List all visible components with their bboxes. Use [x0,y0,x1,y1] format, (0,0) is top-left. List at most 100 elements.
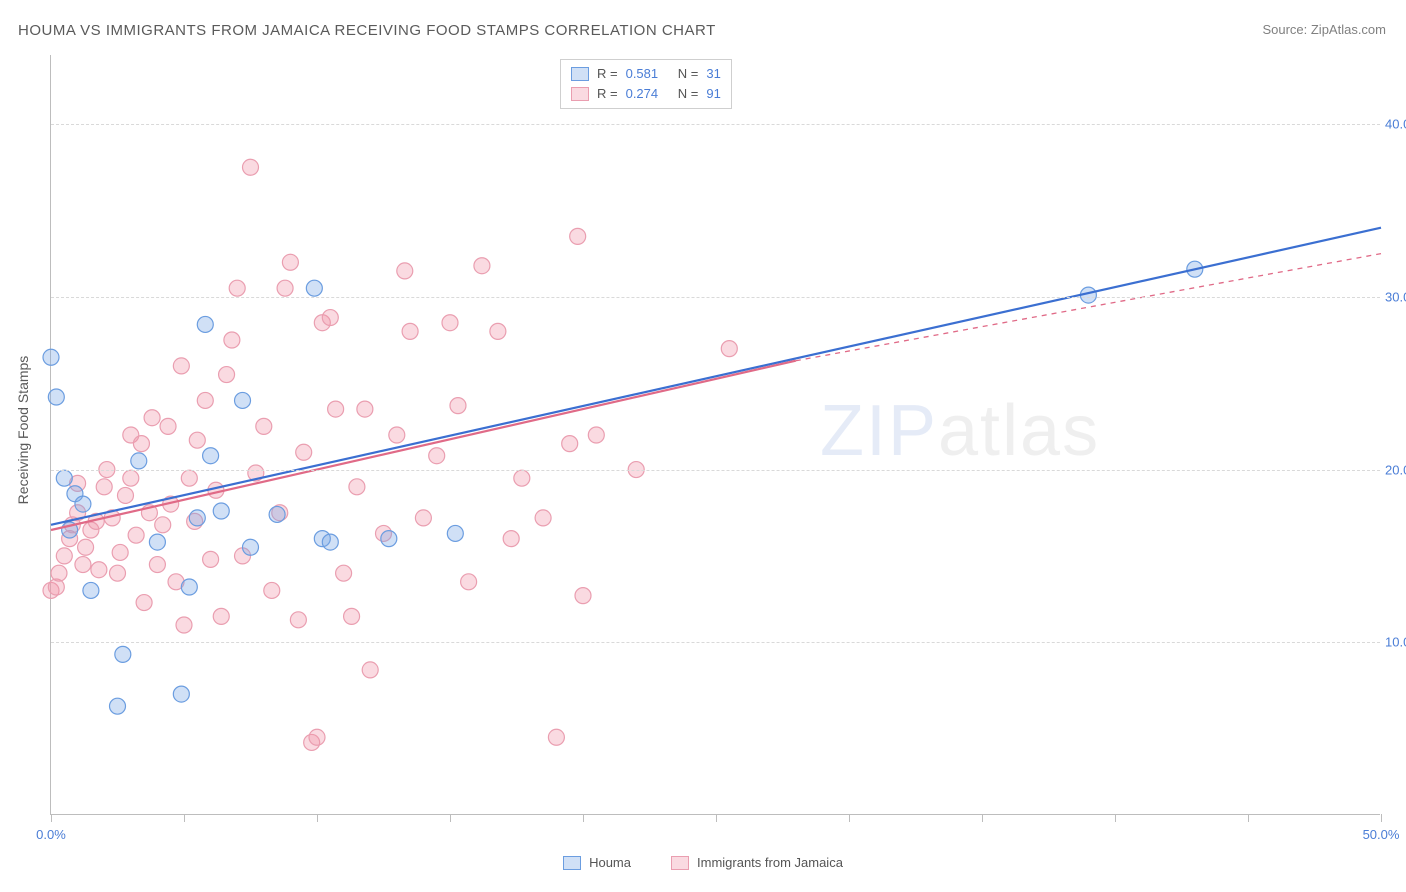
legend-series: Houma Immigrants from Jamaica [0,855,1406,870]
data-point [322,534,338,550]
data-point [51,565,67,581]
data-point [203,551,219,567]
data-point [48,389,64,405]
data-point [362,662,378,678]
swatch-houma-icon [563,856,581,870]
legend-correlation: R = 0.581 N = 31 R = 0.274 N = 91 [560,59,732,109]
data-point [213,503,229,519]
gridline [51,470,1380,471]
x-tick [450,814,451,822]
n-value-jamaica: 91 [706,84,720,104]
data-point [131,453,147,469]
data-point [229,280,245,296]
data-point [415,510,431,526]
x-tick [982,814,983,822]
data-point [336,565,352,581]
x-tick [317,814,318,822]
data-point [503,531,519,547]
source-prefix: Source: [1262,22,1310,37]
r-label: R = [597,64,618,84]
data-point [309,729,325,745]
data-point [123,470,139,486]
r-value-houma: 0.581 [626,64,659,84]
x-tick [184,814,185,822]
data-point [575,588,591,604]
data-point [56,470,72,486]
data-point [110,698,126,714]
plot-area: 10.0%20.0%30.0%40.0%0.0%50.0% [50,55,1380,815]
data-point [447,525,463,541]
data-point [282,254,298,270]
gridline [51,297,1380,298]
data-point [128,527,144,543]
data-point [173,358,189,374]
data-point [78,539,94,555]
data-point [588,427,604,443]
data-point [256,418,272,434]
data-point [442,315,458,331]
data-point [490,323,506,339]
data-point [535,510,551,526]
data-point [43,349,59,365]
data-point [264,582,280,598]
data-point [110,565,126,581]
data-point [570,228,586,244]
x-tick [1248,814,1249,822]
data-point [306,280,322,296]
data-point [721,341,737,357]
data-point [290,612,306,628]
r-label: R = [597,84,618,104]
gridline [51,124,1380,125]
data-point [112,544,128,560]
data-point [213,608,229,624]
legend-item-houma: Houma [563,855,631,870]
source-label: Source: ZipAtlas.com [1262,22,1386,37]
n-value-houma: 31 [706,64,720,84]
data-point [349,479,365,495]
x-tick-label: 50.0% [1363,827,1400,842]
data-point [160,418,176,434]
data-point [450,398,466,414]
data-point [176,617,192,633]
data-point [189,432,205,448]
swatch-houma [571,67,589,81]
swatch-jamaica [571,87,589,101]
data-point [235,392,251,408]
data-point [75,557,91,573]
data-point [381,531,397,547]
data-point [133,436,149,452]
data-point [328,401,344,417]
data-point [296,444,312,460]
x-tick [849,814,850,822]
y-tick-label: 30.0% [1385,289,1406,304]
data-point [91,562,107,578]
data-point [243,159,259,175]
data-point [397,263,413,279]
data-point [181,470,197,486]
source-name: ZipAtlas.com [1311,22,1386,37]
legend-row-houma: R = 0.581 N = 31 [571,64,721,84]
x-tick-label: 0.0% [36,827,66,842]
data-point [136,595,152,611]
gridline [51,642,1380,643]
data-point [429,448,445,464]
data-point [189,510,205,526]
legend-item-jamaica: Immigrants from Jamaica [671,855,843,870]
data-point [548,729,564,745]
data-point [357,401,373,417]
regression-line-dashed [796,254,1381,361]
regression-line [51,361,796,530]
data-point [389,427,405,443]
data-point [461,574,477,590]
data-point [474,258,490,274]
data-point [197,316,213,332]
data-point [173,686,189,702]
data-point [562,436,578,452]
data-point [197,392,213,408]
data-point [155,517,171,533]
data-point [56,548,72,564]
data-point [243,539,259,555]
data-point [96,479,112,495]
n-label: N = [678,64,699,84]
data-point [117,487,133,503]
